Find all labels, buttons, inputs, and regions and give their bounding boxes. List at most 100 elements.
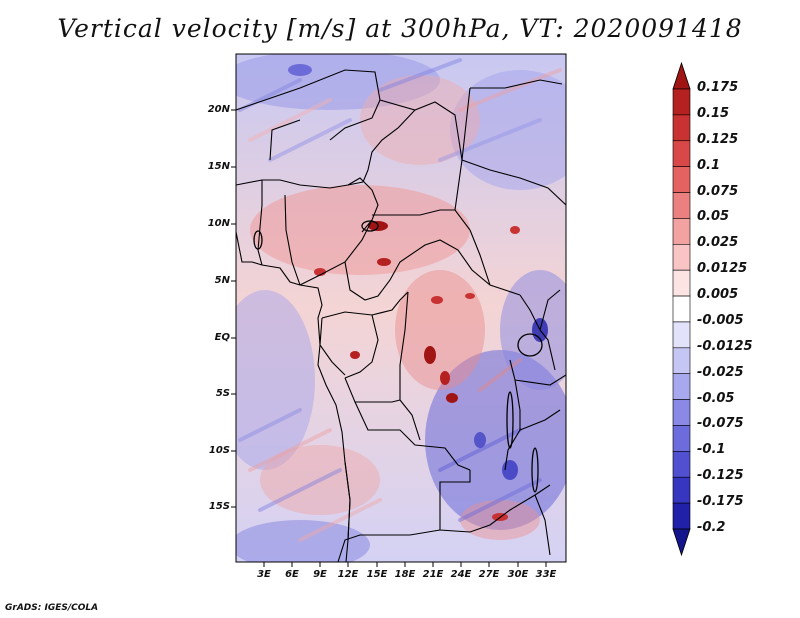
border-line — [236, 69, 381, 141]
border-line — [344, 314, 379, 379]
footer-credit: GrADS: IGES/COLA — [5, 603, 99, 613]
lon-label: 27E — [478, 569, 500, 580]
lon-label: 33E — [535, 569, 557, 580]
border-line — [519, 409, 561, 431]
lat-label: 5N — [214, 275, 230, 286]
colorbar-segment — [672, 399, 691, 426]
lon-label: 30E — [507, 569, 529, 580]
border-line — [461, 87, 471, 161]
border-line — [379, 99, 463, 211]
descent-region-north — [236, 54, 440, 110]
colorbar-tick-label: -0.075 — [697, 416, 744, 432]
convective-cell — [350, 351, 360, 359]
colorbar-tick-label: -0.1 — [697, 442, 726, 458]
colorbar-segment — [672, 451, 691, 478]
lon-label: 9E — [313, 569, 327, 580]
lat-label: 10N — [207, 218, 230, 229]
border-line — [344, 239, 521, 301]
border-line — [347, 177, 379, 233]
colorbar-tick-label: 0.005 — [697, 287, 739, 303]
colorbar-tick-label: -0.175 — [697, 494, 744, 510]
colorbar-segment — [672, 269, 691, 297]
colorbar-segment — [672, 88, 691, 116]
colorbar-tick-label: -0.005 — [697, 312, 744, 328]
lon-label: 24E — [450, 569, 472, 580]
country-borders — [236, 69, 566, 562]
lon-label: 21E — [422, 569, 444, 580]
convective-cell — [440, 371, 450, 385]
colorbar-tick-label: 0.075 — [697, 183, 739, 199]
colorbar-tick-label: 0.1 — [697, 157, 721, 173]
colorbar-tick-label: -0.0125 — [697, 338, 753, 354]
colorbar-tick-label: -0.2 — [697, 520, 726, 535]
colorbar-tick-label: 0.15 — [697, 105, 730, 121]
border-line — [362, 109, 416, 183]
border-line — [319, 317, 346, 376]
colorbar-tick-label: 0.025 — [697, 235, 739, 251]
colorbar-tick-label: 0.125 — [697, 131, 739, 147]
lat-label: 10S — [208, 445, 230, 456]
lake-malawi — [531, 447, 539, 493]
colorbar-tick-label: 0.05 — [697, 209, 730, 225]
descent-region-west — [236, 290, 315, 470]
convective-cell — [431, 296, 443, 304]
descent-spot — [502, 460, 518, 480]
border-line — [504, 359, 521, 471]
ascent-region-congo — [395, 270, 485, 390]
border-line — [461, 159, 566, 206]
colorbar-tick-label: -0.05 — [697, 390, 735, 406]
lat-label: 15N — [207, 161, 230, 172]
descent-region-northeast — [450, 70, 566, 190]
colorbar-segment — [672, 140, 691, 167]
border-line — [399, 291, 421, 441]
colorbar-segment — [672, 166, 691, 193]
border-line — [372, 209, 471, 231]
lon-label: 3E — [257, 569, 271, 580]
lake-volta — [253, 230, 263, 250]
ascent-region-sahel — [250, 185, 470, 275]
map-frame — [235, 53, 567, 563]
coastline — [236, 231, 351, 562]
streak-pattern — [238, 58, 562, 542]
convective-cell — [465, 293, 475, 299]
axis-ticks — [231, 109, 547, 567]
colorbar-tick-label: -0.025 — [697, 364, 744, 380]
border-line — [470, 79, 563, 89]
border-line — [514, 374, 566, 386]
border-line — [337, 529, 441, 562]
border-line — [354, 401, 471, 471]
lat-label: EQ — [214, 332, 230, 343]
convective-cell — [446, 393, 458, 403]
colorbar-segment — [672, 425, 691, 452]
colorbar-max-triangle — [672, 61, 691, 90]
colorbar — [672, 61, 691, 557]
convective-cell — [377, 258, 391, 266]
colorbar-tick-label: 0.0125 — [697, 261, 748, 277]
velocity-field — [236, 54, 566, 562]
colorbar-segment — [672, 476, 691, 504]
colorbar-segment — [672, 243, 691, 271]
border-line — [534, 494, 551, 556]
lat-label: 15S — [208, 501, 230, 512]
colorbar-min-triangle — [672, 528, 691, 557]
descent-region-south — [236, 520, 370, 562]
lakes — [253, 220, 543, 493]
colorbar-segment — [672, 347, 691, 375]
lon-label: 6E — [285, 569, 299, 580]
lake-chad — [361, 220, 379, 232]
map-title: Vertical velocity [m/s] at 300hPa, VT: 2… — [57, 14, 743, 43]
lon-label: 12E — [337, 569, 359, 580]
border-line — [344, 377, 401, 403]
lake-victoria — [517, 333, 543, 357]
lat-label: 5S — [215, 388, 230, 399]
colorbar-segment — [672, 502, 691, 530]
colorbar-segment — [672, 321, 691, 349]
lake-tanganyika — [506, 391, 514, 449]
border-line — [257, 180, 263, 266]
descent-spot — [474, 432, 486, 448]
colorbar-segment — [672, 295, 691, 323]
colorbar-segment — [672, 114, 691, 142]
border-line — [284, 194, 301, 286]
lon-label: 15E — [366, 569, 388, 580]
